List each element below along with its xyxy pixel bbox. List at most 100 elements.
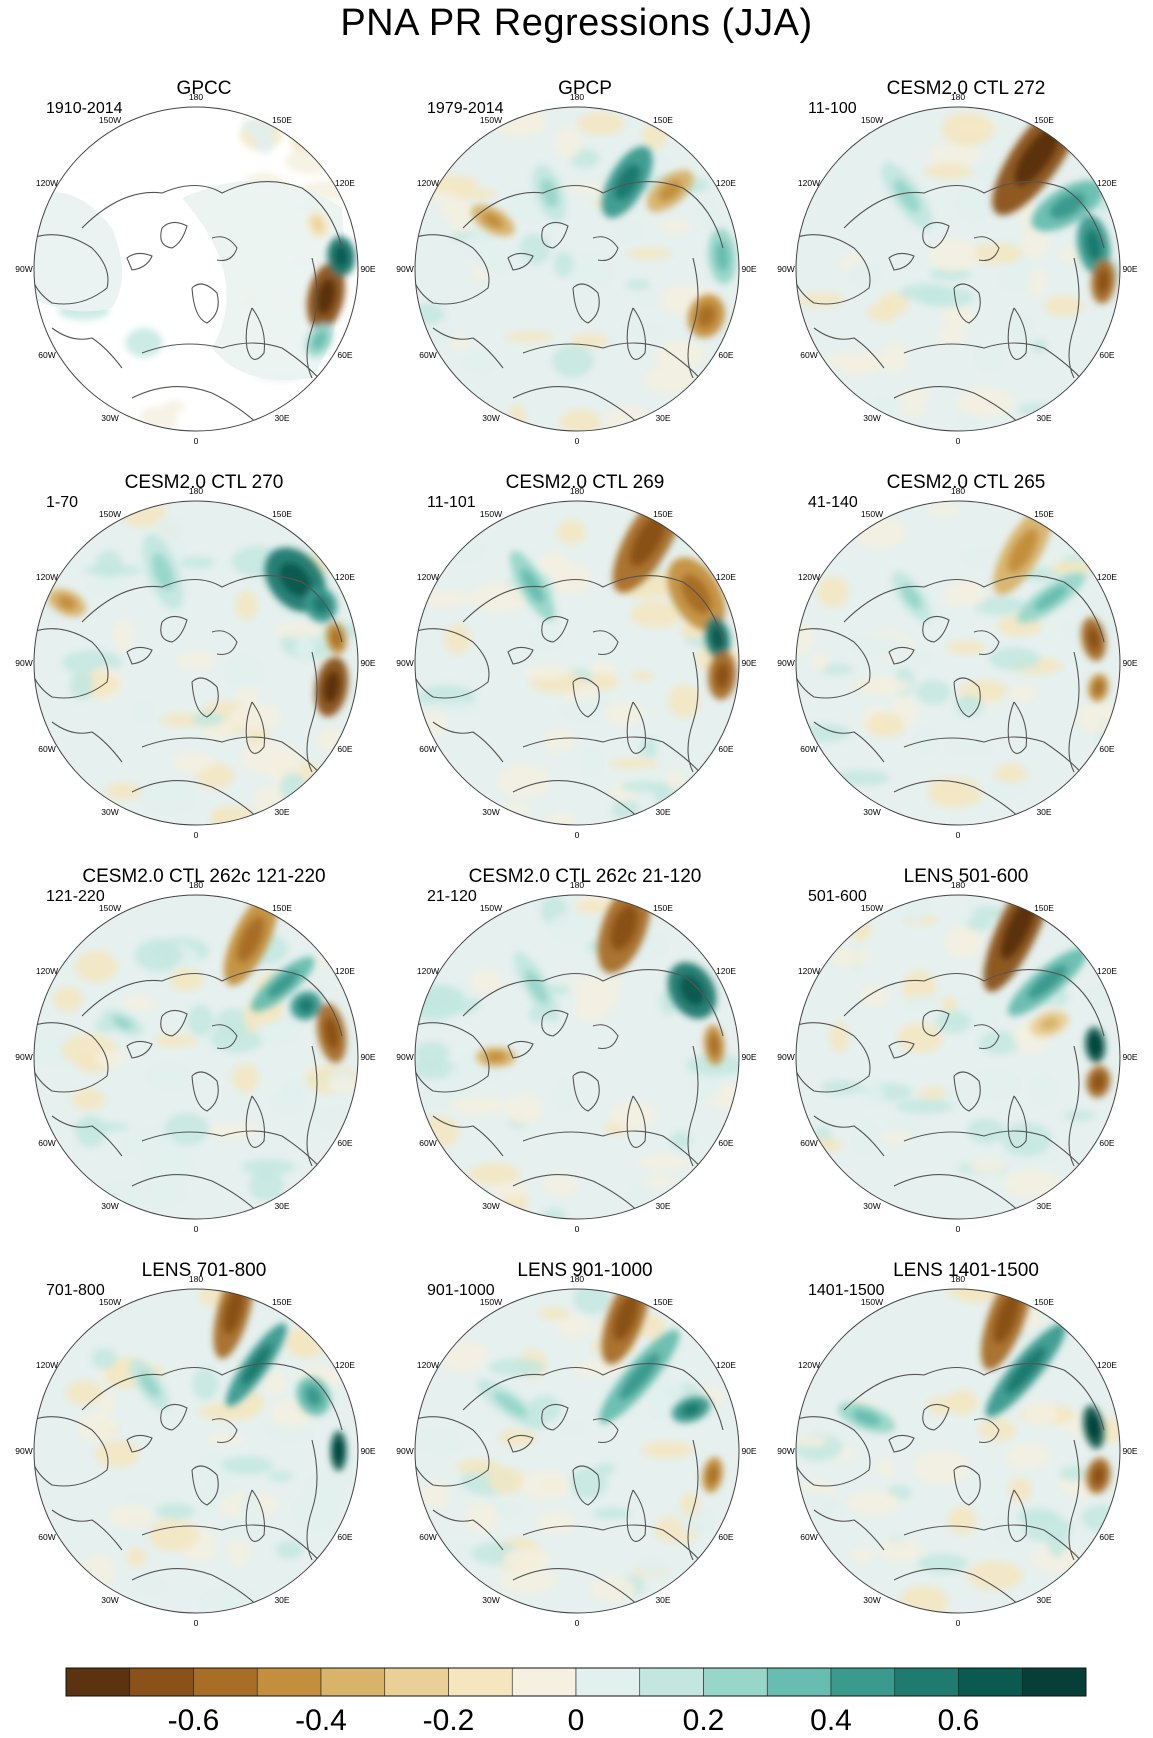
longitude-label: 0 [575, 1618, 580, 1628]
longitude-label: 30E [655, 1201, 670, 1211]
longitude-label: 30E [1036, 1595, 1051, 1605]
colorbar-tick-label: 0.6 [938, 1704, 980, 1737]
colorbar-swatch [256, 1667, 322, 1697]
longitude-label: 30W [101, 413, 118, 423]
longitude-label: 180 [189, 92, 203, 102]
longitude-label: 90W [15, 1052, 32, 1062]
map-panel: LENS 501-600 180 150E 120E 90E 60E 30E 0 30W 60W 9… [774, 866, 1153, 1261]
longitude-label: 90W [777, 658, 794, 668]
longitude-label: 120E [716, 966, 736, 976]
longitude-label: 150E [272, 903, 292, 913]
longitude-label: 30W [863, 807, 880, 817]
colorbar-tick-label: 0.4 [810, 1704, 852, 1737]
polar-map: 180 150E 120E 90E 60E 30E 0 30W 60W 90W 120W 150W [396, 1274, 757, 1628]
longitude-label: 60W [800, 350, 817, 360]
longitude-label: 30E [1036, 413, 1051, 423]
longitude-label: 180 [570, 486, 584, 496]
longitude-label: 120E [335, 178, 355, 188]
longitude-label: 120W [417, 572, 439, 582]
longitude-label: 120E [335, 966, 355, 976]
longitude-label: 180 [951, 92, 965, 102]
longitude-label: 0 [575, 830, 580, 840]
panel-title: LENS 1401-1500 [893, 1260, 1039, 1281]
longitude-label: 30W [482, 1201, 499, 1211]
polar-map: 180 150E 120E 90E 60E 30E 0 30W 60W 90W 120W 150W [396, 486, 757, 840]
longitude-label: 60E [1099, 1138, 1114, 1148]
longitude-label: 60E [337, 1138, 352, 1148]
panel-title: CESM2.0 CTL 262c 21-120 [468, 866, 702, 887]
longitude-label: 150W [480, 1297, 502, 1307]
colorbar-tick-label: -0.6 [168, 1704, 220, 1737]
colorbar-swatch [958, 1667, 1023, 1697]
panel-years: 1979-2014 [427, 100, 504, 117]
longitude-label: 120W [798, 966, 820, 976]
longitude-label: 90W [15, 1446, 32, 1456]
polar-map: 180 150E 120E 90E 60E 30E 0 30W 60W 90W 120W 150W [777, 92, 1138, 446]
longitude-label: 30W [482, 807, 499, 817]
longitude-label: 60W [419, 744, 436, 754]
longitude-label: 60W [800, 1138, 817, 1148]
longitude-label: 90W [777, 1446, 794, 1456]
longitude-label: 30E [274, 413, 289, 423]
colorbar-swatch [448, 1667, 513, 1697]
longitude-label: 90W [15, 264, 32, 274]
longitude-label: 150E [653, 1297, 673, 1307]
longitude-label: 60E [337, 1532, 352, 1542]
longitude-label: 180 [951, 1274, 965, 1284]
longitude-label: 180 [951, 486, 965, 496]
polar-map: 180 150E 120E 90E 60E 30E 0 30W 60W 90W 120W 150W [396, 92, 757, 446]
colorbar-swatch [639, 1667, 704, 1697]
colorbar-swatch [193, 1667, 258, 1697]
longitude-label: 150W [861, 115, 883, 125]
longitude-label: 120E [1097, 1360, 1117, 1370]
longitude-label: 150W [480, 903, 502, 913]
longitude-label: 120W [36, 1360, 58, 1370]
longitude-label: 60E [337, 744, 352, 754]
longitude-label: 150E [653, 903, 673, 913]
longitude-label: 120W [417, 178, 439, 188]
longitude-label: 120W [36, 572, 58, 582]
longitude-label: 30E [1036, 807, 1051, 817]
longitude-label: 150E [1034, 509, 1054, 519]
longitude-label: 120E [335, 1360, 355, 1370]
longitude-label: 60W [419, 1138, 436, 1148]
map-panel: CESM2.0 CTL 270 180 150E 120E 90E 60E 30E 0 30W 6… [12, 472, 396, 867]
longitude-label: 180 [570, 880, 584, 890]
map-panel: LENS 901-1000 180 150E 120E 90E 60E 30E 0 30W 60W… [393, 1260, 777, 1655]
panel-title: CESM2.0 CTL 265 [886, 472, 1046, 493]
longitude-label: 60E [1099, 1532, 1114, 1542]
panel-years: 1401-1500 [808, 1282, 885, 1299]
figure-title: PNA PR Regressions (JJA) [340, 2, 813, 44]
longitude-label: 30W [101, 1595, 118, 1605]
polar-map: 180 150E 120E 90E 60E 30E 0 30W 60W 90W 120W 150W [15, 1274, 376, 1628]
longitude-label: 120E [1097, 178, 1117, 188]
polar-map: 180 150E 120E 90E 60E 30E 0 30W 60W 90W 120W 150W [777, 880, 1138, 1234]
panel-years: 901-1000 [427, 1282, 495, 1299]
polar-map: 180 150E 120E 90E 60E 30E 0 30W 60W 90W 120W 150W [777, 486, 1138, 840]
panel-title: CESM2.0 CTL 272 [886, 78, 1046, 99]
panel-title: CESM2.0 CTL 262c 121-220 [82, 866, 326, 887]
polar-map: 180 150E 120E 90E 60E 30E 0 30W 60W 90W 120W 150W [777, 1274, 1138, 1628]
longitude-label: 30E [655, 1595, 670, 1605]
longitude-label: 0 [575, 1224, 580, 1234]
longitude-label: 120E [716, 1360, 736, 1370]
longitude-label: 150W [99, 115, 121, 125]
colorbar-tick-label: -0.2 [423, 1704, 475, 1737]
longitude-label: 120W [417, 1360, 439, 1370]
longitude-label: 0 [194, 830, 199, 840]
longitude-label: 60W [419, 350, 436, 360]
longitude-label: 90E [741, 658, 756, 668]
colorbar-swatch [129, 1667, 194, 1697]
longitude-label: 150W [861, 509, 883, 519]
longitude-label: 150W [99, 509, 121, 519]
longitude-label: 30W [863, 1201, 880, 1211]
longitude-label: 180 [570, 1274, 584, 1284]
longitude-label: 90E [360, 264, 375, 274]
panel-title: GPCC [176, 78, 232, 99]
longitude-label: 120W [798, 1360, 820, 1370]
longitude-label: 90E [360, 1052, 375, 1062]
colorbar-tick-label: 0.2 [683, 1704, 725, 1737]
longitude-label: 60W [800, 1532, 817, 1542]
map-panel: GPCC 180 150E 120E 90E 60E 30E 0 30W 60W 90W 120W 15… [12, 78, 396, 473]
longitude-label: 120E [716, 572, 736, 582]
